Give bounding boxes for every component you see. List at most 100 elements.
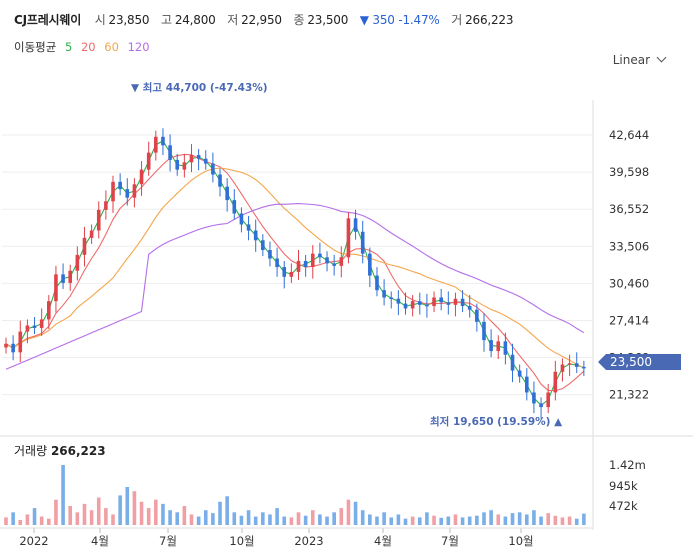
volume-bar: [189, 514, 194, 525]
volume-bar: [32, 508, 37, 525]
candle-body: [403, 303, 408, 309]
candle-body: [111, 181, 115, 202]
candle-body: [553, 371, 558, 393]
candle-body: [39, 319, 44, 328]
ma120-legend[interactable]: 120: [127, 40, 150, 54]
candle-body: [232, 200, 237, 214]
volume-bar: [425, 512, 429, 525]
ma-legend: 이동평균 5 20 60 120: [14, 39, 155, 55]
volume-bar: [310, 510, 315, 525]
volume-bar: [303, 515, 308, 525]
volume-bar: [325, 516, 329, 525]
low-label: 저: [227, 13, 239, 27]
ma5-line: [5, 140, 585, 407]
price-tick-label: 39,598: [609, 165, 649, 179]
ma20-line: [5, 153, 585, 392]
candle-body: [496, 341, 501, 352]
open-value: 23,850: [108, 13, 150, 27]
volume-bars: [4, 465, 586, 525]
candle-body: [11, 343, 15, 353]
candle-body: [446, 302, 451, 305]
volume-label: 거: [451, 13, 463, 27]
ma5-legend[interactable]: 5: [64, 40, 73, 54]
volume-bar: [125, 486, 130, 525]
volume-bar: [89, 510, 94, 525]
ma20-legend[interactable]: 20: [80, 40, 96, 54]
candle-body: [18, 331, 23, 353]
volume-bar: [403, 518, 408, 525]
candle-body: [253, 230, 258, 241]
change-value: ▼ 350: [359, 13, 395, 27]
scale-dropdown[interactable]: Linear: [613, 52, 667, 67]
volume-bar: [4, 517, 8, 525]
volume-bar: [154, 499, 158, 525]
price-tick-label: 21,322: [609, 388, 649, 402]
volume-value: 266,223: [465, 13, 514, 27]
volume-tick-label: 945k: [609, 479, 638, 493]
volume-bar: [510, 513, 515, 525]
volume-bar: [61, 465, 65, 525]
volume-bar: [75, 512, 80, 525]
candle-body: [139, 169, 144, 185]
ma60-legend[interactable]: 60: [104, 40, 119, 54]
candle-body: [218, 174, 222, 187]
candle-body: [154, 136, 158, 153]
candle-body: [161, 136, 165, 146]
volume-bar: [104, 508, 108, 525]
candle-body: [368, 253, 372, 276]
candle-body: [125, 189, 130, 198]
candle-body: [225, 186, 229, 201]
candle-body: [410, 301, 415, 309]
close-value: 23,500: [307, 13, 349, 27]
time-tick-label: 2023: [294, 534, 323, 548]
candle-body: [118, 181, 122, 190]
volume-bar: [232, 512, 237, 525]
volume-axis: 1.42m 945k 472k: [609, 458, 646, 513]
volume-bar: [546, 513, 550, 525]
candle-body: [425, 304, 429, 307]
volume-panel-title: 거래량 266,223: [14, 442, 106, 459]
quote-header: CJ프레시웨이 시 23,850 고 24,800 저 22,950 종 23,500 …: [14, 11, 521, 28]
volume-bar: [532, 510, 536, 525]
candle-body: [239, 213, 244, 225]
volume-bar: [353, 501, 358, 525]
price-tick-label: 36,552: [609, 202, 649, 216]
candle-body: [132, 184, 137, 198]
candle-body: [196, 155, 201, 159]
volume-bar: [261, 512, 265, 525]
candle-body: [25, 325, 30, 332]
volume-bar: [360, 510, 365, 525]
candle-body: [168, 145, 172, 160]
candle-body: [246, 224, 251, 231]
volume-bar: [496, 514, 501, 525]
volume-bar: [382, 512, 386, 525]
time-axis: 2022 4월 7월 10월 2023 4월 7월 10월: [0, 527, 593, 548]
volume-bar: [146, 508, 151, 525]
max-annotation: ▼ 최고 44,700 (-47.43%): [131, 81, 268, 94]
volume-bar: [475, 515, 479, 525]
volume-title-label: 거래량: [14, 444, 48, 458]
candle-body: [432, 297, 436, 307]
candle-body: [89, 230, 94, 238]
volume-bar: [339, 508, 344, 525]
volume-tick-label: 472k: [609, 499, 638, 513]
candle-body: [503, 341, 508, 355]
candle-body: [524, 376, 529, 393]
volume-bar: [47, 518, 51, 525]
candle-body: [268, 250, 272, 259]
volume-bar: [246, 510, 251, 525]
volume-bar: [582, 513, 586, 525]
candle-body: [582, 366, 586, 369]
low-value: 22,950: [241, 13, 282, 27]
moving-average-lines: [5, 140, 585, 407]
stock-name: CJ프레시웨이: [14, 13, 82, 27]
time-tick-label: 7월: [159, 534, 177, 548]
candle-body: [104, 201, 108, 210]
min-annotation: 최저 19,650 (19.59%) ▲: [430, 415, 563, 428]
volume-bar: [296, 512, 301, 525]
volume-bar: [175, 512, 180, 525]
current-price-value: 23,500: [610, 355, 652, 369]
volume-bar: [275, 508, 279, 525]
candle-body: [382, 290, 386, 298]
